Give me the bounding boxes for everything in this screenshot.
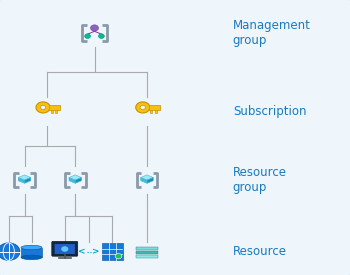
Polygon shape [18, 175, 31, 180]
Polygon shape [136, 251, 158, 254]
Polygon shape [136, 255, 158, 258]
Polygon shape [155, 110, 156, 113]
FancyBboxPatch shape [52, 241, 78, 256]
Polygon shape [149, 105, 160, 110]
Circle shape [36, 102, 50, 113]
Polygon shape [55, 110, 57, 113]
Polygon shape [75, 177, 82, 183]
Circle shape [140, 105, 146, 109]
FancyBboxPatch shape [102, 243, 122, 260]
Text: Resource
group: Resource group [233, 166, 287, 194]
Polygon shape [150, 110, 152, 113]
Polygon shape [21, 248, 42, 257]
Polygon shape [141, 175, 153, 180]
Ellipse shape [21, 245, 42, 250]
Circle shape [91, 25, 98, 31]
Text: Subscription: Subscription [233, 105, 306, 118]
Circle shape [98, 34, 104, 39]
Polygon shape [49, 105, 60, 110]
Polygon shape [147, 177, 153, 183]
Polygon shape [25, 177, 31, 183]
Polygon shape [69, 177, 75, 183]
Text: Management
group: Management group [233, 19, 311, 47]
Polygon shape [69, 175, 82, 180]
Circle shape [0, 243, 20, 260]
Circle shape [136, 102, 150, 113]
Text: <  >: < > [78, 247, 100, 256]
Circle shape [40, 105, 46, 109]
Text: Resource: Resource [233, 245, 287, 258]
Ellipse shape [21, 255, 42, 260]
Polygon shape [136, 247, 158, 250]
Circle shape [115, 254, 122, 259]
FancyBboxPatch shape [55, 244, 75, 254]
Polygon shape [141, 177, 147, 183]
Polygon shape [51, 110, 52, 113]
Polygon shape [18, 177, 25, 183]
Circle shape [85, 34, 91, 39]
Circle shape [61, 246, 68, 252]
